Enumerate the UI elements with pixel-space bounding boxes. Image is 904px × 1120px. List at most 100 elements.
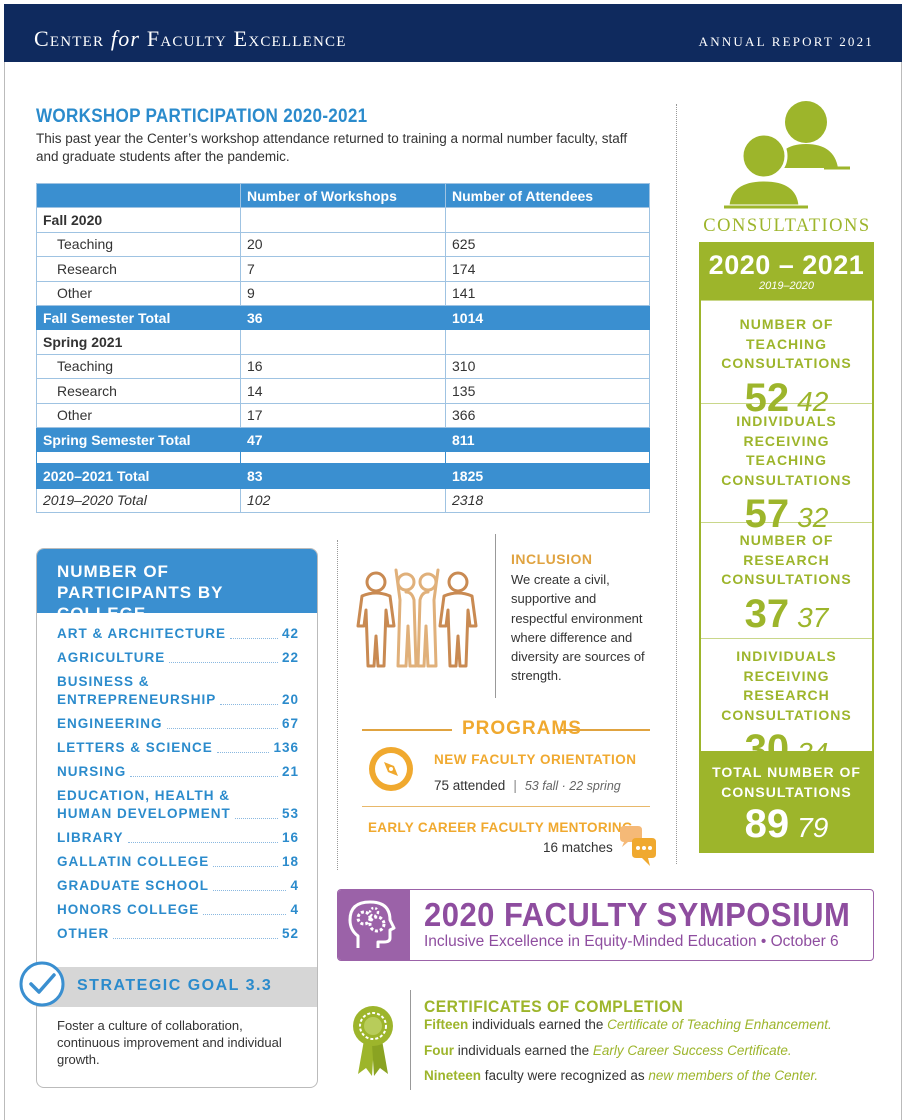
list-item: NURSING 21 [57,763,299,781]
cell-attendees: 1014 [445,304,650,331]
cell-workshops: 36 [240,304,446,331]
total-current: 89 [744,802,790,846]
table-row: Other 9 141 [36,280,650,306]
cell-workshops: 16 [240,353,446,380]
table-row: Research 7 174 [36,256,650,282]
workshop-table: Number of Workshops Number of Attendees … [36,182,650,514]
strategic-goal-desc: Foster a culture of collaboration, conti… [57,1018,282,1067]
cell-attendees: 135 [445,378,650,404]
college-list: ART & ARCHITECTURE 42 AGRICULTURE 22 BUSIN… [37,613,317,943]
symposium-icon-box [338,890,410,960]
inclusion-title: INCLUSION [511,551,593,567]
certificate-line: Fifteen individuals earned the Certifica… [424,1017,832,1032]
cell-attendees: 310 [445,353,650,380]
divider [337,540,338,870]
nfo-split: 53 fall · 22 spring [524,779,621,793]
divider [495,534,496,698]
list-item: GRADUATE SCHOOL 4 [57,877,299,895]
cert-text: individuals earned the [468,1017,608,1032]
consultations-panel: 2020 – 2021 2019–2020 NUMBER OF TEACHING… [699,242,874,853]
college-name: EDUCATION, HEALTH & HUMAN DEVELOPMENT [57,788,231,821]
stat-current: 57 [744,492,790,536]
list-item: BUSINESS & ENTREPRENEURSHIP 20 [57,673,299,709]
list-item: ENGINEERING 67 [57,715,299,733]
college-name: BUSINESS & ENTREPRENEURSHIP [57,674,217,707]
table-row: Spring 2021 [36,329,650,355]
consultation-stat: INDIVIDUALS RECEIVING RESEARCH CONSULTAT… [701,638,872,771]
annual-report-label: ANNUAL REPORT 2021 [698,34,874,49]
certificates-title: CERTIFICATES OF COMPLETION [424,997,684,1016]
symposium-banner: 2020 FACULTY SYMPOSIUM Inclusive Excelle… [337,889,874,961]
cell-attendees: 811 [445,426,650,453]
chat-bubbles-icon [620,826,656,866]
workshop-title: WORKSHOP PARTICIPATION 2020-2021 [36,106,368,127]
list-item: AGRICULTURE 22 [57,649,299,667]
college-count: 22 [281,650,299,665]
divider [676,104,677,864]
programs-rule-left [362,729,452,731]
row-label: Other [36,280,241,306]
nfo-separator: | [513,778,517,793]
diverse-people-icon [356,568,478,668]
college-name: LIBRARY [57,830,124,845]
cert-name: Certificate of Teaching Enhancement. [607,1017,832,1032]
cell-workshops: 17 [240,402,446,428]
strategic-goal-title: STRATEGIC GOAL 3.3 [77,977,273,994]
table-row: Other 17 366 [36,402,650,428]
nfo-attended: 75 attended [434,778,506,793]
year-total-row: 2020–2021 Total 83 1825 [36,463,650,489]
college-count: 67 [281,716,299,731]
brand-rest: Faculty Excellence [146,26,347,51]
consultation-stat: NUMBER OF RESEARCH CONSULTATIONS 37 37 [701,522,872,638]
nfo-stats: 75 attended | 53 fall · 22 spring [434,778,621,793]
row-label: 2020–2021 Total [36,463,241,489]
cell-attendees: 1825 [445,463,650,489]
stat-label: NUMBER OF RESEARCH CONSULTATIONS [721,532,852,587]
stat-current: 37 [744,591,790,636]
college-name: OTHER [57,926,110,941]
cell-attendees: 141 [445,280,650,306]
page-frame [4,62,902,1120]
cell-workshops: 47 [240,426,446,453]
cert-name: Early Career Success Certificate. [592,1043,792,1058]
cell-attendees: 2318 [445,487,650,514]
table-header-row: Number of Workshops Number of Attendees [36,182,650,209]
cell-workshops: 102 [240,487,446,514]
consultations-prev-year: 2019–2020 [758,280,815,292]
cell-workshops: 9 [240,280,446,306]
college-count: 53 [281,806,299,821]
cert-text: faculty were recognized as [481,1068,649,1083]
stat-previous: 34 [797,737,829,768]
list-item: GALLATIN COLLEGE 18 [57,853,299,871]
row-label: Teaching [36,231,241,258]
consultation-stat: NUMBER OF TEACHING CONSULTATIONS 52 42 [701,300,872,420]
certificate-line: Nineteen faculty were recognized as new … [424,1068,818,1083]
stat-label: INDIVIDUALS RECEIVING TEACHING CONSULTAT… [721,413,852,488]
cert-count: Fifteen [424,1017,469,1032]
cell-attendees: 625 [445,231,650,258]
report-header: Center for Faculty Excellence ANNUAL REP… [4,4,902,62]
stat-previous: 32 [797,502,829,533]
cell-attendees: 366 [445,402,650,428]
college-count: 4 [290,878,299,893]
list-item: OTHER 52 [57,925,299,943]
symposium-subtitle: Inclusive Excellence in Equity-Minded Ed… [424,933,839,950]
college-count: 20 [281,692,299,707]
total-row: Spring Semester Total 47 811 [36,426,650,453]
college-count: 42 [281,626,299,641]
college-count: 16 [281,830,299,845]
cell-workshops: 14 [240,378,446,404]
table-row: Teaching 16 310 [36,353,650,380]
college-name: AGRICULTURE [57,650,166,665]
strategic-goal-band: STRATEGIC GOAL 3.3 [37,967,317,1007]
divider [410,990,411,1090]
college-name: NURSING [57,764,127,779]
total-label: TOTAL NUMBER OF CONSULTATIONS [712,764,861,800]
college-name: GALLATIN COLLEGE [57,854,210,869]
programs-title: PROGRAMS [462,718,582,739]
college-name: LETTERS & SCIENCE [57,740,213,755]
programs-rule-right [560,729,650,731]
row-label: Research [36,256,241,282]
college-count: 4 [290,902,299,917]
cell-attendees: 174 [445,256,650,282]
